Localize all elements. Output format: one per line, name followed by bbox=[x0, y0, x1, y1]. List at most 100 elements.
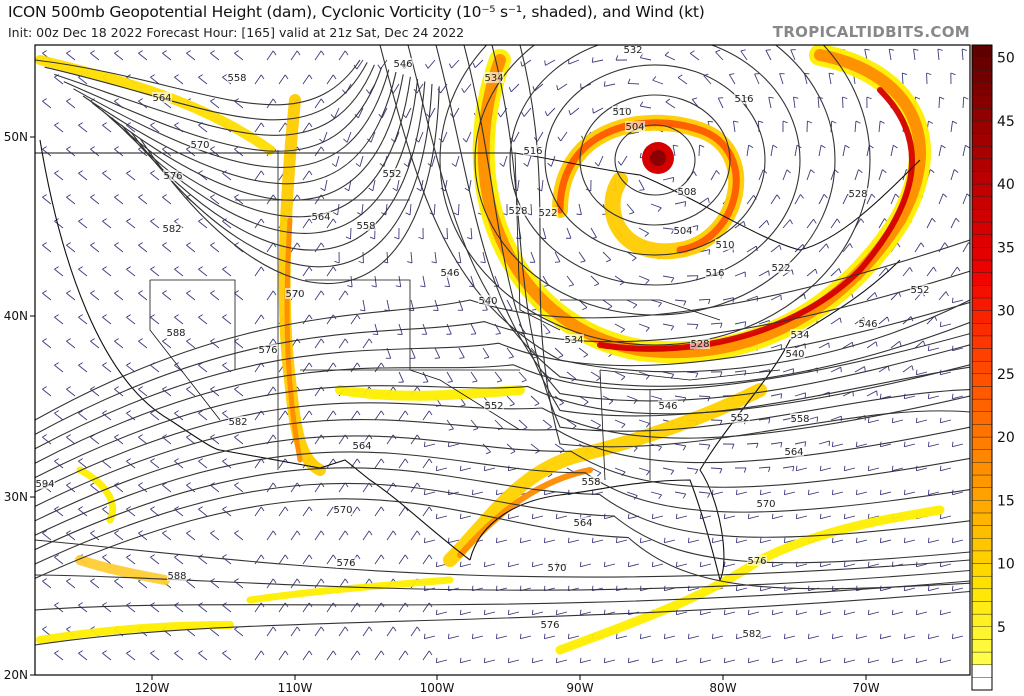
wind-barb-flag bbox=[114, 338, 119, 342]
wind-barb bbox=[234, 436, 244, 445]
wind-barb-flag bbox=[162, 386, 167, 390]
wind-barb bbox=[892, 659, 904, 664]
wind-barb bbox=[290, 578, 298, 589]
wind-barb-flag bbox=[744, 370, 747, 376]
wind-barb bbox=[928, 395, 940, 400]
wind-barb bbox=[892, 467, 904, 472]
wind-barb-flag bbox=[521, 111, 525, 117]
wind-barb bbox=[674, 201, 686, 205]
wind-barb bbox=[90, 436, 100, 445]
wind-barb bbox=[628, 131, 640, 135]
contour-label: 534 bbox=[484, 73, 503, 84]
wind-barb bbox=[868, 515, 880, 520]
wind-barb-flag bbox=[332, 218, 337, 224]
wind-barb-flag bbox=[855, 489, 858, 495]
wind-barb bbox=[162, 484, 172, 493]
wind-barb-flag bbox=[368, 626, 373, 632]
wind-barb bbox=[640, 539, 652, 544]
wind-barb bbox=[916, 563, 928, 568]
wind-barb bbox=[42, 580, 52, 589]
wind-barb-flag bbox=[813, 218, 817, 224]
wind-barb bbox=[150, 76, 160, 85]
wind-barb-flag bbox=[138, 338, 143, 342]
wind-barb-flag bbox=[495, 537, 498, 543]
wind-barb-flag bbox=[90, 242, 95, 246]
wind-barb bbox=[198, 316, 208, 325]
contour-label-bg bbox=[848, 188, 868, 199]
wind-barb bbox=[114, 196, 124, 205]
wind-barb bbox=[700, 563, 712, 568]
contour-label-bg bbox=[784, 446, 804, 457]
wind-barb bbox=[830, 415, 842, 421]
wind-barb-flag bbox=[344, 626, 349, 632]
wind-barb bbox=[138, 388, 148, 397]
wind-barb-flag bbox=[687, 633, 690, 639]
colorbar-segment bbox=[971, 297, 993, 311]
wind-barb-flag bbox=[150, 122, 155, 126]
wind-barb bbox=[640, 57, 652, 61]
wind-barb-flag bbox=[459, 465, 462, 471]
wind-barb bbox=[451, 59, 460, 69]
wind-barb-flag bbox=[114, 98, 119, 102]
wind-barb-flag bbox=[866, 96, 872, 100]
wind-barb-flag bbox=[735, 585, 738, 591]
wind-barb-flag bbox=[955, 217, 960, 223]
wind-barb bbox=[484, 563, 496, 568]
wind-barb bbox=[90, 244, 100, 253]
wind-barb-flag bbox=[234, 434, 239, 438]
colorbar-segment bbox=[971, 500, 993, 514]
wind-barb-flag bbox=[320, 146, 325, 152]
contour-label-bg bbox=[190, 139, 210, 150]
wind-barb-flag bbox=[615, 633, 618, 639]
contour-label-bg bbox=[484, 72, 504, 83]
wind-barb-flag bbox=[138, 290, 143, 294]
wind-barb bbox=[796, 563, 808, 568]
wind-barb bbox=[593, 107, 604, 114]
wind-barb-flag bbox=[234, 50, 239, 54]
colorbar-segment bbox=[971, 285, 993, 299]
wind-barb-flag bbox=[927, 441, 930, 447]
wind-barb-flag bbox=[344, 338, 349, 344]
wind-barb-flag bbox=[332, 266, 337, 272]
wind-barb-flag bbox=[150, 218, 155, 222]
wind-barb-flag bbox=[520, 61, 523, 67]
wind-barb-flag bbox=[836, 218, 841, 224]
wind-barb-flag bbox=[509, 403, 515, 407]
wind-barb bbox=[700, 611, 712, 616]
colorbar-outline bbox=[971, 44, 993, 691]
wind-barb bbox=[770, 194, 778, 205]
wind-barb-flag bbox=[844, 144, 850, 149]
wind-barb-flag bbox=[783, 633, 786, 639]
height-contour bbox=[35, 435, 970, 522]
wind-barb-flag bbox=[939, 321, 942, 327]
wind-barb bbox=[54, 412, 64, 421]
wind-barb bbox=[652, 79, 664, 85]
wind-barb bbox=[892, 419, 904, 424]
wind-barb-flag bbox=[783, 489, 786, 495]
wind-barb bbox=[150, 508, 160, 517]
wind-barb-flag bbox=[308, 314, 313, 320]
wind-barb bbox=[410, 434, 418, 445]
colorbar-segment bbox=[971, 601, 993, 615]
wind-barb-flag bbox=[555, 609, 558, 615]
wind-barb bbox=[126, 220, 136, 229]
map-frame bbox=[34, 44, 971, 676]
wind-barb-flag bbox=[664, 51, 669, 56]
wind-barb bbox=[523, 107, 532, 117]
height-contours bbox=[35, 45, 970, 646]
contour-label-bg bbox=[163, 170, 183, 181]
wind-barb-flag bbox=[909, 267, 913, 272]
wind-barb-flag bbox=[759, 537, 762, 543]
wind-barb bbox=[326, 74, 334, 85]
wind-barb bbox=[326, 218, 334, 229]
colorbar-segment bbox=[971, 449, 993, 463]
wind-barb-flag bbox=[782, 120, 788, 124]
wind-barb bbox=[420, 179, 424, 191]
contour-label: 564 bbox=[573, 518, 592, 529]
wind-barb bbox=[784, 491, 796, 496]
wind-barb bbox=[662, 371, 674, 375]
wind-barb bbox=[830, 366, 842, 373]
wind-barb bbox=[854, 366, 865, 373]
wind-barb bbox=[662, 275, 674, 279]
